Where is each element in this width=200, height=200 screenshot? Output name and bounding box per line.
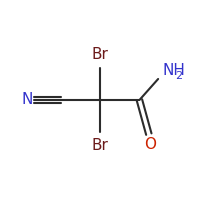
Text: O: O	[144, 137, 156, 152]
Text: 2: 2	[175, 71, 182, 81]
Text: N: N	[21, 92, 33, 108]
Text: Br: Br	[92, 138, 108, 153]
Text: Br: Br	[92, 47, 108, 62]
Text: NH: NH	[163, 63, 186, 78]
